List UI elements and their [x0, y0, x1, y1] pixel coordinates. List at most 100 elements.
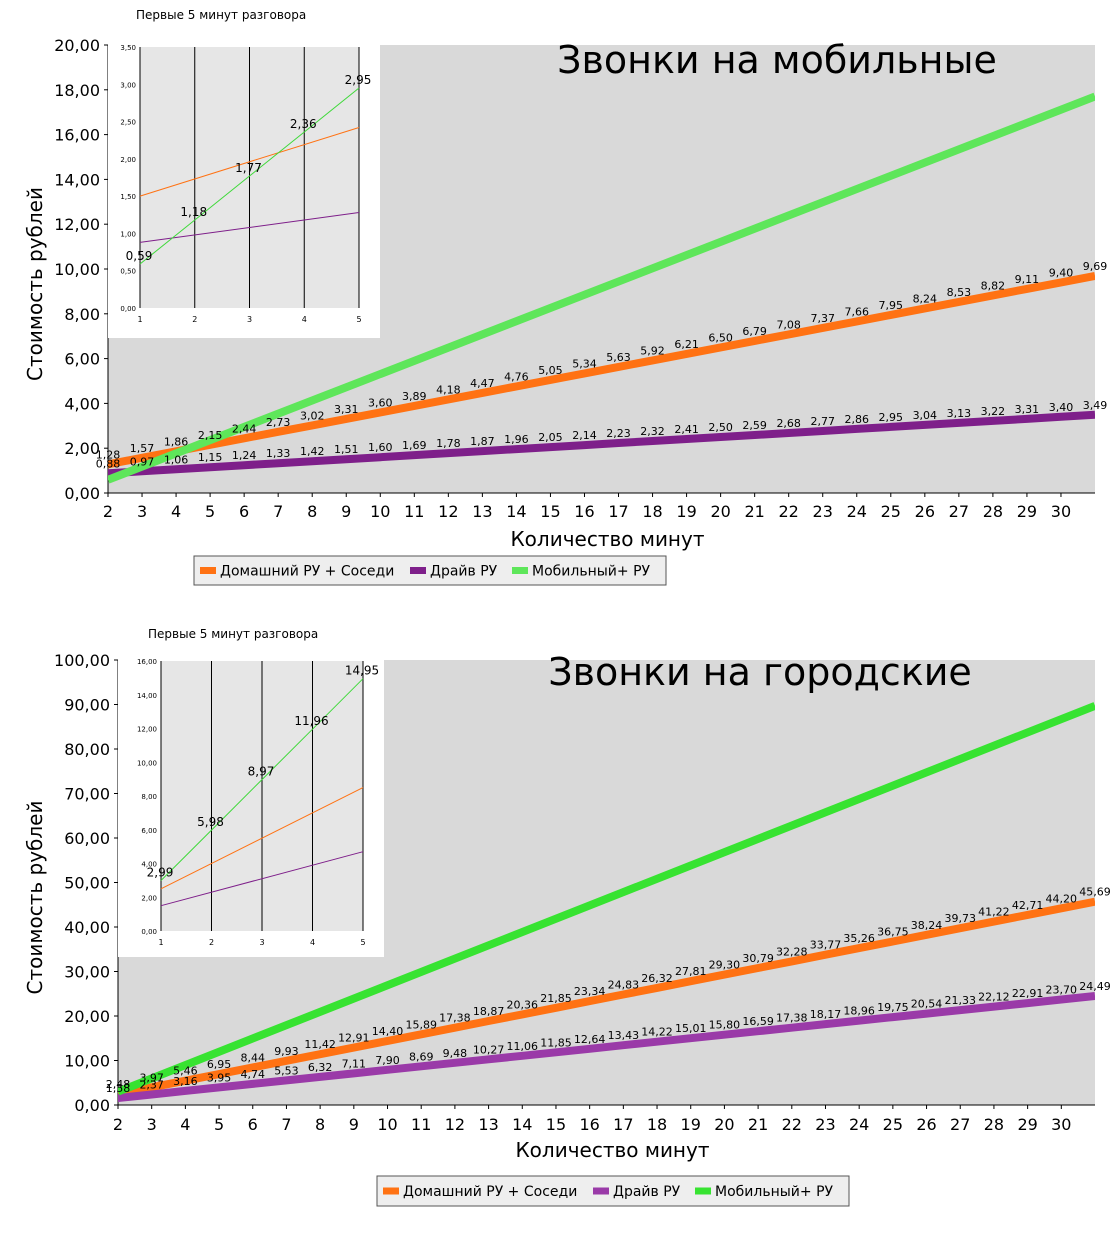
inset-y-tick-label: 14,00	[137, 692, 157, 700]
data-label: 30,79	[742, 952, 774, 965]
data-label: 7,37	[810, 312, 835, 325]
data-label: 1,06	[164, 453, 189, 466]
data-label: 1,58	[106, 1082, 131, 1095]
inset-x-tick-label: 3	[259, 938, 264, 947]
x-tick-label: 8	[315, 1115, 325, 1134]
data-label: 21,85	[540, 992, 572, 1005]
data-label: 38,24	[911, 919, 943, 932]
y-tick-label: 10,00	[64, 1052, 110, 1071]
data-label: 14,22	[641, 1026, 673, 1039]
data-label: 3,13	[947, 407, 972, 420]
inset-data-label: 8,97	[248, 765, 275, 779]
x-tick-label: 18	[647, 1115, 667, 1134]
data-label: 2,59	[742, 419, 767, 432]
legend-label: Драйв РУ	[613, 1184, 681, 1200]
series-line-2	[108, 410, 1095, 478]
x-tick-label: 11	[404, 502, 424, 521]
data-label: 2,86	[845, 413, 870, 426]
y-tick-label: 20,00	[54, 36, 100, 55]
x-tick-label: 27	[950, 1115, 970, 1134]
x-tick-label: 24	[849, 1115, 869, 1134]
data-label: 2,41	[674, 423, 699, 436]
legend: Домашний РУ + Соседи Драйв РУ Мобильный+ Р…	[376, 1175, 850, 1207]
data-label: 6,32	[308, 1061, 333, 1074]
series-line-1	[118, 897, 1095, 1099]
data-label: 4,18	[436, 383, 461, 396]
y-tick-label: 10,00	[54, 260, 100, 279]
x-tick-label: 30	[1051, 1115, 1071, 1134]
inset-data-label: 2,95	[345, 73, 372, 87]
data-label: 1,15	[198, 451, 223, 464]
x-tick-label: 7	[273, 502, 283, 521]
data-label: 7,90	[375, 1054, 400, 1067]
x-tick-label: 29	[1017, 1115, 1037, 1134]
data-label: 3,60	[368, 396, 393, 409]
x-tick-label: 9	[349, 1115, 359, 1134]
y-tick-label: 30,00	[64, 963, 110, 982]
inset-x-tick-label: 3	[247, 315, 252, 324]
data-label: 41,22	[978, 906, 1010, 919]
data-label: 45,69	[1079, 886, 1111, 899]
inset-data-label: 2,99	[147, 866, 174, 880]
inset-data-label: 0,59	[126, 249, 153, 263]
data-label: 9,48	[443, 1047, 468, 1060]
data-label: 42,71	[1012, 899, 1044, 912]
legend-box	[193, 555, 667, 586]
data-label: 8,82	[981, 279, 1006, 292]
data-label: 21,33	[944, 994, 976, 1007]
inset-y-tick-label: 0,50	[120, 268, 136, 276]
legend: Домашний РУ + Соседи Драйв РУ Мобильный+ Р…	[193, 555, 667, 586]
data-label: 5,63	[606, 351, 631, 364]
data-label: 15,01	[675, 1022, 707, 1035]
x-tick-label: 22	[779, 502, 799, 521]
data-label: 7,95	[879, 299, 904, 312]
data-label: 12,91	[338, 1032, 370, 1045]
x-tick-label: 28	[983, 502, 1003, 521]
data-label: 17,38	[776, 1012, 808, 1025]
inset-x-tick-label: 1	[158, 938, 163, 947]
data-label: 1,96	[504, 433, 529, 446]
x-tick-label: 14	[506, 502, 526, 521]
data-label: 24,49	[1079, 980, 1111, 993]
inset-title: Первые 5 минут разговора	[136, 8, 306, 22]
inset-series-line-1	[139, 127, 360, 197]
data-label: 5,53	[274, 1064, 299, 1077]
inset-x-tick-label: 5	[360, 938, 365, 947]
inset-chart: Первые 5 минут разговора 0,00 2,00 4,00 6,00…	[118, 627, 384, 957]
data-label: 3,04	[913, 409, 938, 422]
y-axis-label: Стоимость рублей	[23, 801, 47, 995]
x-tick-label: 30	[1051, 502, 1071, 521]
inset-y-tick-label: 10,00	[137, 759, 157, 767]
y-tick-label: 4,00	[64, 394, 100, 413]
x-tick-label: 12	[445, 1115, 465, 1134]
data-label: 17,38	[439, 1012, 471, 1025]
x-tick-label: 6	[239, 502, 249, 521]
x-tick-label: 4	[180, 1115, 190, 1134]
data-label: 6,95	[207, 1058, 232, 1071]
y-tick-label: 100,00	[54, 651, 110, 670]
series-group	[118, 702, 1095, 1103]
x-tick-label: 19	[681, 1115, 701, 1134]
x-tick-label: 4	[171, 502, 181, 521]
x-tick-label: 5	[205, 502, 215, 521]
data-label: 7,11	[342, 1057, 367, 1070]
x-tick-label: 2	[113, 1115, 123, 1134]
x-tick-label: 16	[574, 502, 594, 521]
data-label: 2,77	[810, 415, 835, 428]
x-tick-label: 14	[512, 1115, 532, 1134]
inset-data-label: 11,96	[294, 714, 328, 728]
data-label: 1,60	[368, 441, 393, 454]
x-tick-label: 7	[281, 1115, 291, 1134]
legend-label: Домашний РУ + Соседи	[403, 1184, 577, 1200]
data-label: 1,51	[334, 443, 359, 456]
data-label: 2,95	[879, 411, 904, 424]
data-label: 9,93	[274, 1045, 299, 1058]
inset-series-line-2	[139, 212, 360, 243]
chart-1: 0,002,004,006,008,0010,0012,0014,0016,00…	[23, 8, 1107, 586]
x-tick-label: 20	[714, 1115, 734, 1134]
data-label: 2,37	[139, 1078, 164, 1091]
data-label: 9,11	[1015, 273, 1040, 286]
x-tick-label: 24	[847, 502, 867, 521]
data-label: 3,95	[207, 1071, 232, 1084]
data-label: 13,43	[608, 1029, 640, 1042]
